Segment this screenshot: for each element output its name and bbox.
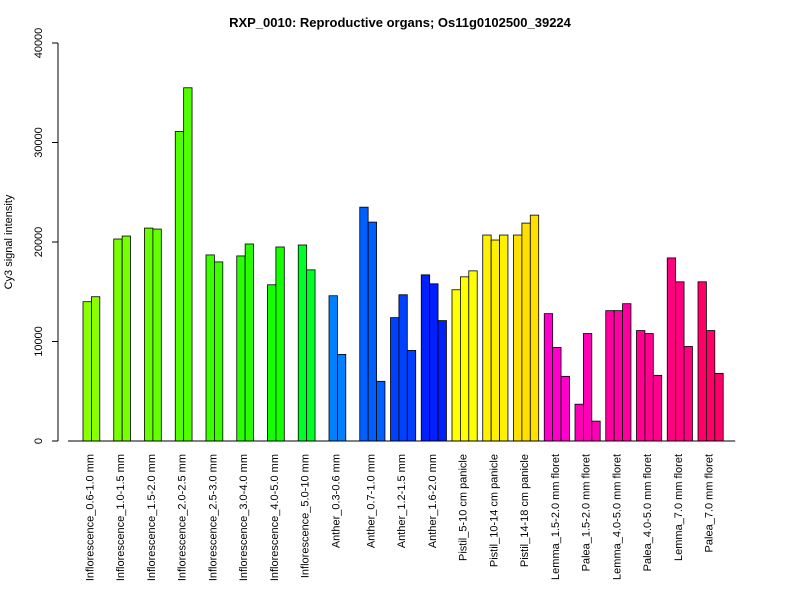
bar [529,214,540,442]
bar [205,254,215,442]
bar [213,261,224,442]
bar [275,246,285,442]
bar [652,374,663,442]
bar [91,296,101,442]
bar [605,310,615,442]
bar [468,270,478,442]
x-tick-label: Anther_0.7-1.0 mm [365,454,377,548]
bar [574,403,584,442]
bar [560,375,570,442]
bar [666,257,677,442]
bar [390,317,400,442]
x-tick-label: Pistil_10-14 cm panicle [488,454,500,567]
bar [482,234,492,442]
bar [513,234,523,442]
bar [622,303,632,442]
bar [675,281,685,442]
x-tick-label: Pistil_5-10 cm panicle [458,454,470,561]
y-tick-label: 30000 [33,127,45,158]
bar [543,313,554,442]
x-tick-label: Inflorescence_4.0-5.0 mm [269,454,281,581]
bar [113,238,123,442]
x-tick-label: Anther_0.3-0.6 mm [330,454,342,548]
bar [82,301,92,442]
x-tick-label: Inflorescence_1.0-1.5 mm [115,454,127,581]
bar [244,243,254,442]
bars-group [82,87,724,442]
x-tick-label: Inflorescence_2.5-3.0 mm [207,454,219,581]
bar [697,281,707,442]
bar [152,228,162,442]
bar [459,276,470,442]
y-tick-label: 0 [33,438,45,444]
bar [636,330,646,442]
bar [121,235,131,442]
bar [367,221,377,442]
bar [376,380,386,442]
x-tick-label: Pistil_14-18 cm panicle [519,454,531,567]
bar [174,131,185,442]
bar [521,222,531,442]
bar [306,269,316,442]
bar [359,206,369,442]
y-tick-label: 40000 [33,28,45,59]
bar [552,347,562,442]
x-tick-label: Lemma_4.0-5.0 mm floret [611,454,623,580]
bar [583,333,593,442]
y-axis-label: Cy3 signal intensity [3,194,15,289]
x-tick-label: Palea_4.0-5.0 mm floret [642,454,654,571]
bar [437,320,447,442]
bar [406,350,417,442]
bar [714,372,724,442]
x-tick-label: Inflorescence_5.0-10 mm [300,454,312,578]
x-tick-label: Anther_1.2-1.5 mm [396,454,408,548]
y-tick-label: 20000 [33,227,45,258]
x-tick-label: Inflorescence_0.6-1.0 mm [84,454,96,581]
bar [613,310,623,442]
bar [644,333,654,442]
bar [490,239,500,442]
bar [267,284,277,442]
bar [336,354,347,442]
bar [451,289,461,442]
x-tick-label: Inflorescence_3.0-4.0 mm [238,454,250,581]
bar [236,255,246,442]
bar [183,87,193,442]
x-tick-label: Anther_1.6-2.0 mm [427,454,439,548]
bar [683,346,693,442]
chart-title: RXP_0010: Reproductive organs; Os11g0102… [229,15,572,30]
bar [499,234,509,442]
bar [591,420,601,442]
bar [398,294,408,442]
bar [328,295,338,442]
bar [297,244,308,442]
x-axis-labels: Inflorescence_0.6-1.0 mm Inflorescence_1.… [84,454,715,581]
x-tick-label: Lemma_7.0 mm floret [673,454,685,561]
y-axis: 0 10000 20000 30000 40000 [33,28,59,444]
bar [429,283,439,442]
x-tick-label: Inflorescence_2.0-2.5 mm [177,454,189,581]
x-tick-label: Palea_7.0 mm floret [704,454,716,552]
x-tick-label: Lemma_1.5-2.0 mm floret [550,454,562,580]
bar [144,227,154,442]
x-tick-label: Inflorescence_1.5-2.0 mm [146,454,158,581]
bar [706,330,716,442]
y-tick-label: 10000 [33,326,45,357]
x-tick-label: Palea_1.5-2.0 mm floret [581,454,593,571]
bar [420,274,431,442]
